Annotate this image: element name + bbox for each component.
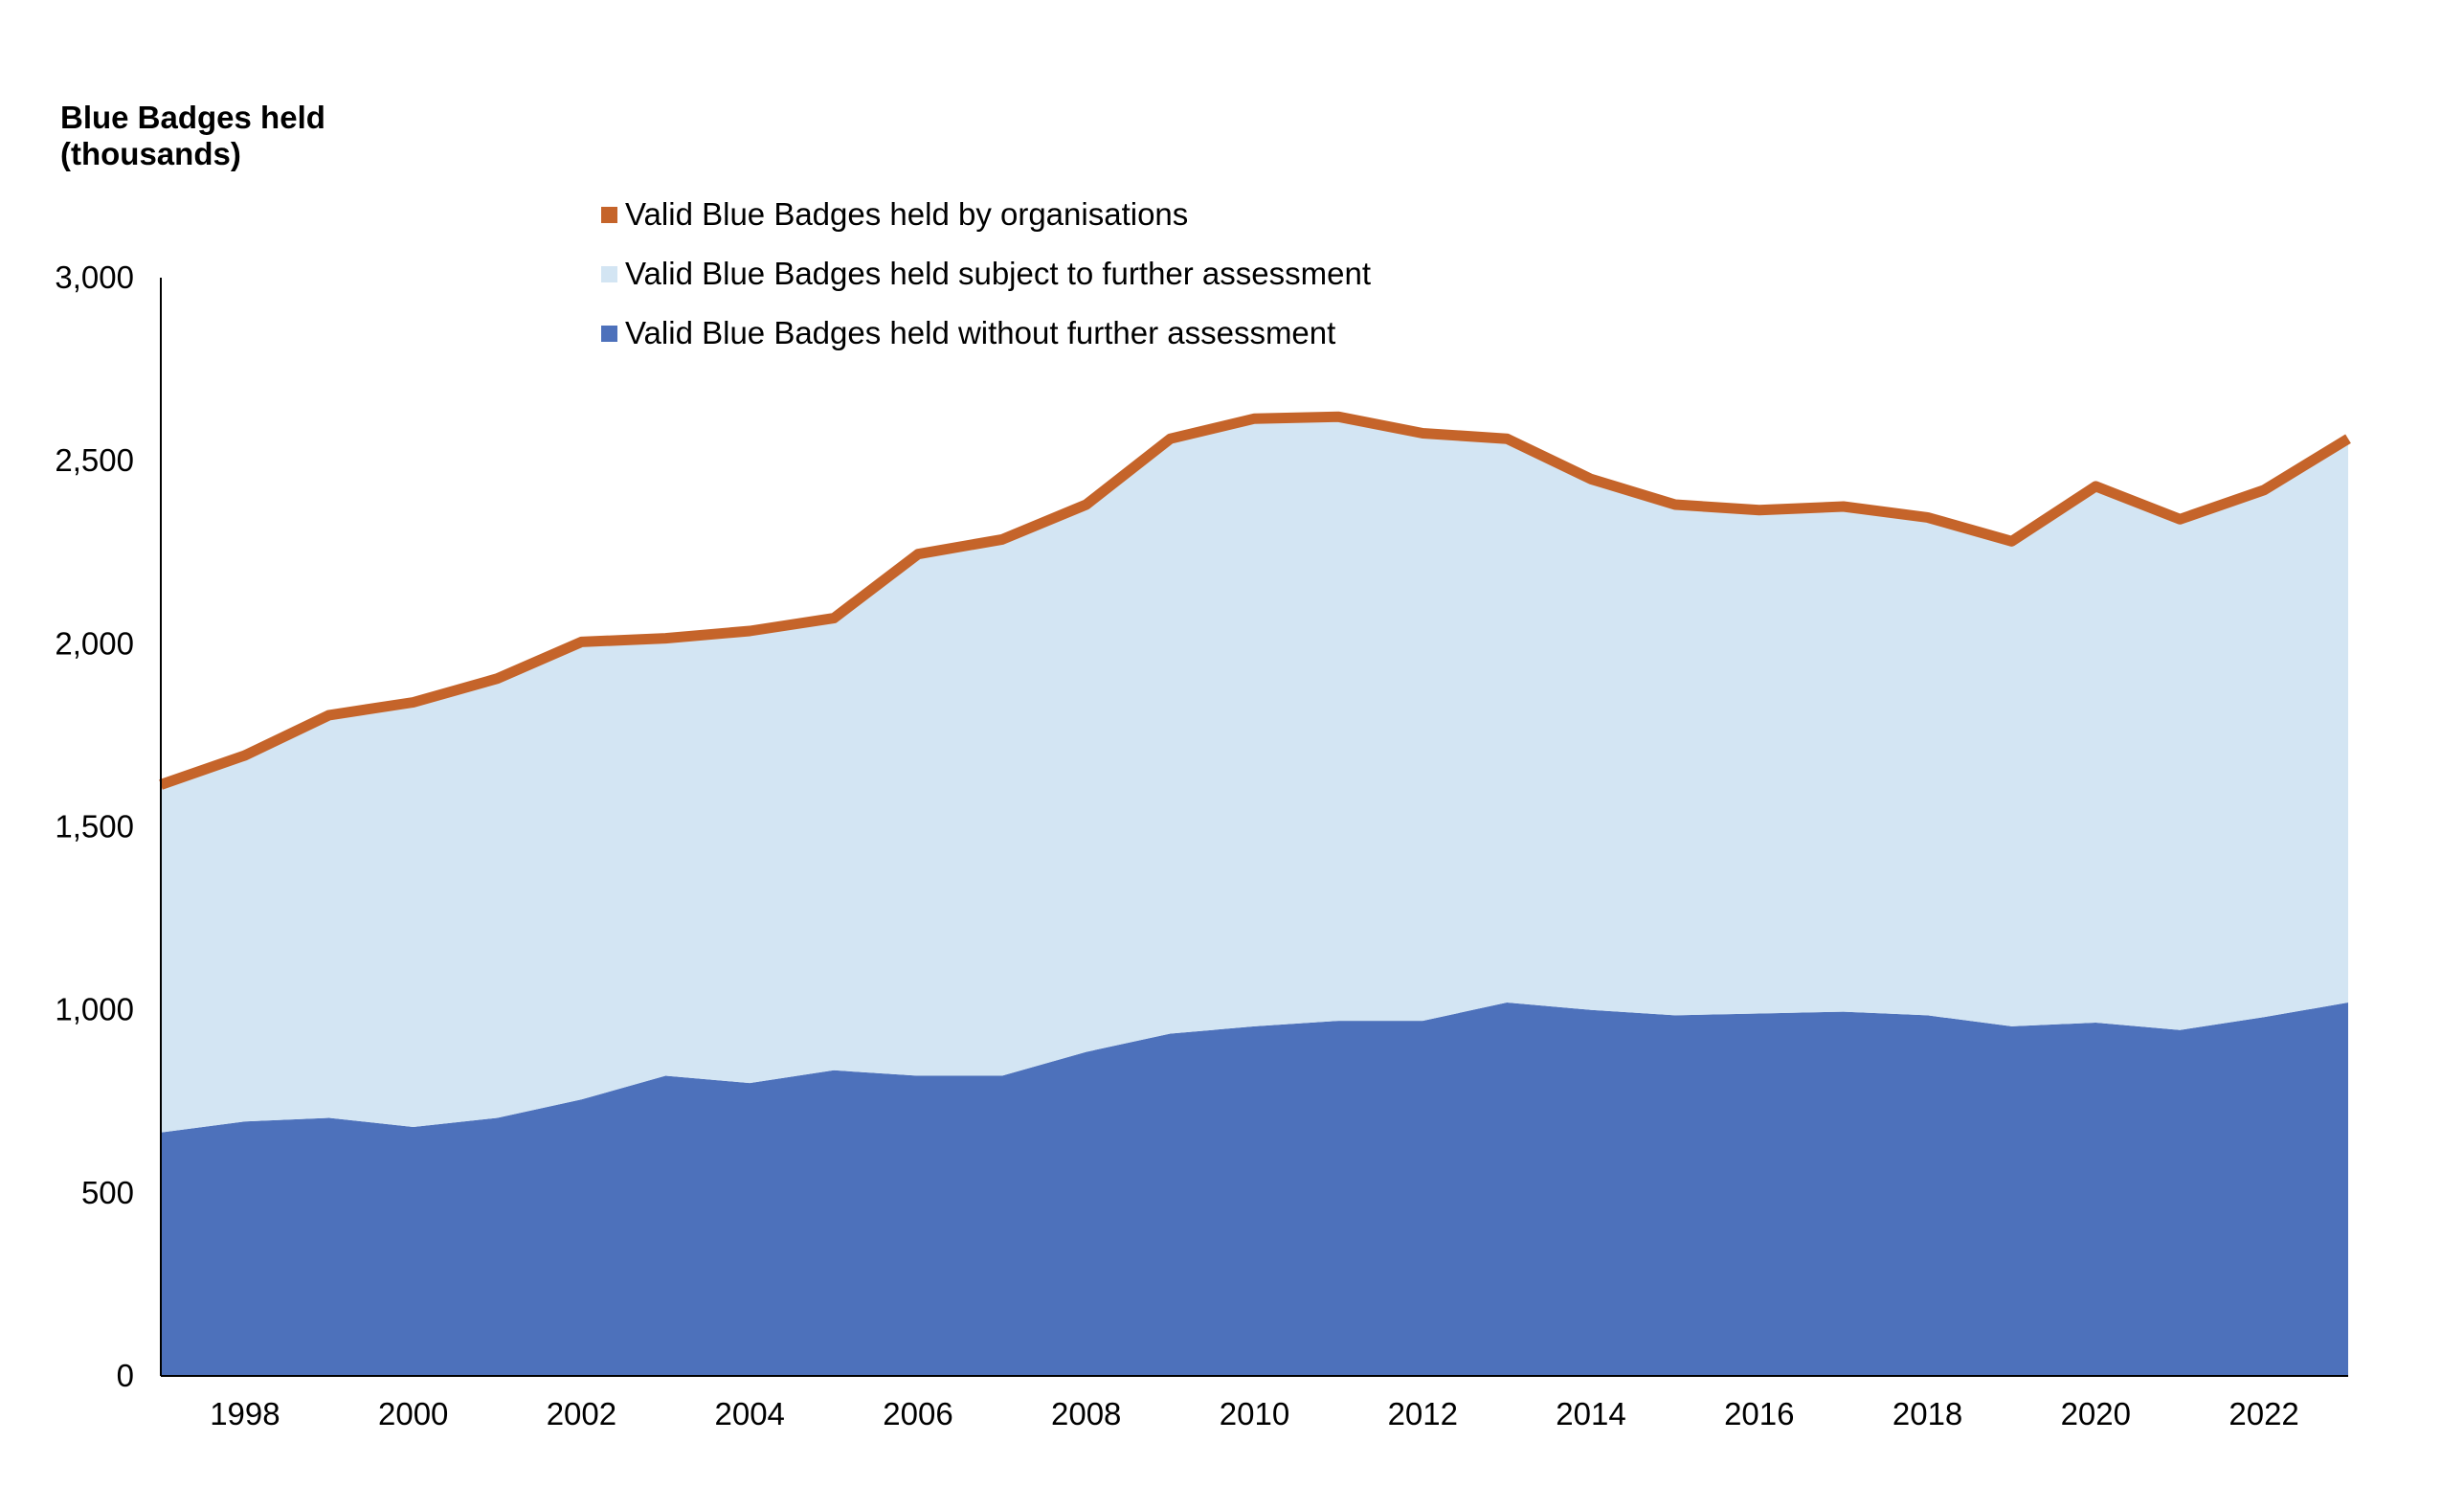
x-tick-label: 2016: [1724, 1396, 1794, 1431]
y-tick-label: 2,500: [55, 442, 134, 478]
x-tick-label: 2002: [547, 1396, 616, 1431]
legend-label-valid-blue-badges-held-subject-to-further-assessment: Valid Blue Badges held subject to furthe…: [625, 256, 1371, 291]
plot-lines: [159, 411, 2351, 790]
legend-swatch-valid-blue-badges-held-subject-to-further-assessment: [601, 266, 617, 282]
y-tick-label: 1,000: [55, 992, 134, 1027]
x-tick-label: 2000: [378, 1396, 448, 1431]
x-tick-label: 2004: [714, 1396, 784, 1431]
x-tick-label: 2010: [1220, 1396, 1289, 1431]
x-tick-label: 1998: [210, 1396, 280, 1431]
x-tick-label: 2006: [883, 1396, 952, 1431]
x-tick-label: 2022: [2229, 1396, 2298, 1431]
y-tick-label: 3,000: [55, 259, 134, 295]
line-valid-blue-badges-held-by-organisations: [159, 411, 2351, 790]
legend-swatch-valid-blue-badges-held-by-organisations: [601, 207, 617, 223]
plot-areas: [161, 420, 2348, 1376]
x-tick-label: 2018: [1893, 1396, 1962, 1431]
x-tick-label: 2014: [1556, 1396, 1625, 1431]
y-axis-label-line-2: (thousands): [60, 136, 241, 171]
legend-swatch-valid-blue-badges-held-without-further-assessment: [601, 326, 617, 342]
x-tick-label: 2008: [1051, 1396, 1121, 1431]
axes: 0 500 1,000 1,500 2,000 2,500 3,000 1998 2000 200…: [55, 259, 2348, 1431]
legend: Valid Blue Badges held by organisations V…: [601, 196, 1371, 350]
area-valid-blue-badges-held-without-further-assessment: [161, 1003, 2348, 1376]
legend-label-valid-blue-badges-held-without-further-assessment: Valid Blue Badges held without further a…: [625, 315, 1335, 350]
x-tick-label: 2012: [1388, 1396, 1458, 1431]
y-tick-label: 500: [81, 1175, 134, 1210]
x-tick-label: 2020: [2061, 1396, 2131, 1431]
legend-label-valid-blue-badges-held-by-organisations: Valid Blue Badges held by organisations: [625, 196, 1188, 232]
area-valid-blue-badges-held-subject-to-further-assessment: [161, 420, 2348, 1133]
y-tick-label: 1,500: [55, 809, 134, 845]
y-axis-label-line-1: Blue Badges held: [60, 100, 325, 135]
y-tick-label: 2,000: [55, 625, 134, 661]
y-tick-label: 0: [117, 1358, 134, 1393]
